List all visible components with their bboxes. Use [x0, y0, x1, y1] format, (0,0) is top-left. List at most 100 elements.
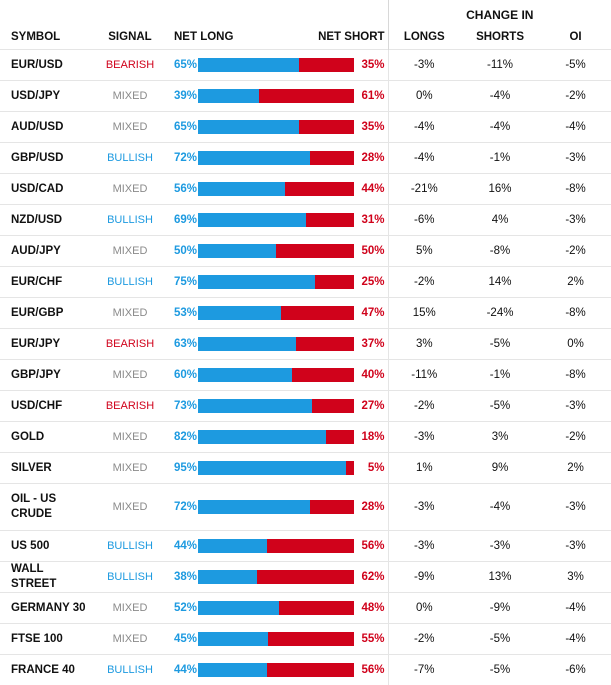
symbol-cell[interactable]: FRANCE 40	[0, 655, 90, 685]
signal-cell: MIXED	[90, 174, 170, 205]
longs-change-cell: 5%	[388, 236, 460, 267]
net-long-percent: 44%	[170, 531, 198, 562]
shorts-change-cell: -9%	[460, 593, 540, 624]
symbol-cell[interactable]: US 500	[0, 531, 90, 562]
sentiment-bar-cell	[198, 329, 358, 360]
symbol-cell[interactable]: GBP/USD	[0, 143, 90, 174]
net-long-percent: 69%	[170, 205, 198, 236]
symbol-cell[interactable]: SILVER	[0, 453, 90, 484]
sentiment-bar-cell	[198, 624, 358, 655]
oi-change-cell: -4%	[540, 624, 611, 655]
net-short-percent: 18%	[358, 422, 388, 453]
signal-cell: BEARISH	[90, 329, 170, 360]
signal-cell: MIXED	[90, 484, 170, 531]
net-long-percent: 38%	[170, 562, 198, 593]
shorts-change-cell: 3%	[460, 422, 540, 453]
net-long-percent: 95%	[170, 453, 198, 484]
shorts-change-cell: 4%	[460, 205, 540, 236]
symbol-cell[interactable]: OIL - US CRUDE	[0, 484, 90, 531]
symbol-cell[interactable]: EUR/CHF	[0, 267, 90, 298]
signal-cell: BULLISH	[90, 267, 170, 298]
oi-change-cell: -3%	[540, 531, 611, 562]
longs-change-cell: -4%	[388, 112, 460, 143]
net-long-bar	[198, 461, 346, 475]
net-short-label: NET SHORT	[318, 31, 384, 43]
net-short-percent: 28%	[358, 143, 388, 174]
symbol-cell[interactable]: EUR/GBP	[0, 298, 90, 329]
shorts-change-cell: -3%	[460, 531, 540, 562]
symbol-cell[interactable]: USD/CHF	[0, 391, 90, 422]
longs-change-cell: -3%	[388, 422, 460, 453]
shorts-change-cell: -4%	[460, 484, 540, 531]
net-long-bar	[198, 399, 312, 413]
net-short-bar	[267, 663, 354, 677]
signal-cell: BEARISH	[90, 50, 170, 81]
symbol-cell[interactable]: USD/JPY	[0, 81, 90, 112]
symbol-cell[interactable]: GBP/JPY	[0, 360, 90, 391]
symbol-cell[interactable]: USD/CAD	[0, 174, 90, 205]
shorts-change-cell: -11%	[460, 50, 540, 81]
shorts-change-cell: -5%	[460, 624, 540, 655]
symbol-cell[interactable]: AUD/JPY	[0, 236, 90, 267]
net-short-bar	[296, 337, 354, 351]
sentiment-bar-cell	[198, 298, 358, 329]
signal-cell: MIXED	[90, 624, 170, 655]
sentiment-bar-cell	[198, 81, 358, 112]
shorts-change-cell: 13%	[460, 562, 540, 593]
oi-change-cell: -3%	[540, 391, 611, 422]
signal-cell: MIXED	[90, 112, 170, 143]
net-short-percent: 44%	[358, 174, 388, 205]
symbol-cell[interactable]: AUD/USD	[0, 112, 90, 143]
net-long-percent: 39%	[170, 81, 198, 112]
oi-change-cell: 3%	[540, 562, 611, 593]
net-long-percent: 56%	[170, 174, 198, 205]
symbol-cell[interactable]: FTSE 100	[0, 624, 90, 655]
sentiment-bar	[198, 275, 354, 289]
net-short-percent: 27%	[358, 391, 388, 422]
sentiment-bar	[198, 213, 354, 227]
net-long-percent: 72%	[170, 143, 198, 174]
longs-change-cell: 15%	[388, 298, 460, 329]
symbol-cell[interactable]: WALL STREET	[0, 562, 90, 593]
net-short-percent: 56%	[358, 531, 388, 562]
shorts-change-cell: -5%	[460, 391, 540, 422]
signal-cell: MIXED	[90, 422, 170, 453]
symbol-cell[interactable]: EUR/USD	[0, 50, 90, 81]
net-long-bar	[198, 306, 281, 320]
net-long-bar	[198, 151, 310, 165]
symbol-cell[interactable]: GERMANY 30	[0, 593, 90, 624]
shorts-change-cell: 14%	[460, 267, 540, 298]
symbol-cell[interactable]: GOLD	[0, 422, 90, 453]
net-long-percent: 52%	[170, 593, 198, 624]
symbol-cell[interactable]: EUR/JPY	[0, 329, 90, 360]
oi-change-cell: 0%	[540, 329, 611, 360]
net-short-percent: 40%	[358, 360, 388, 391]
longs-change-cell: 0%	[388, 81, 460, 112]
longs-change-cell: -2%	[388, 267, 460, 298]
sentiment-bar	[198, 539, 354, 553]
net-long-bar	[198, 89, 259, 103]
symbol-cell[interactable]: NZD/USD	[0, 205, 90, 236]
net-long-percent: 50%	[170, 236, 198, 267]
